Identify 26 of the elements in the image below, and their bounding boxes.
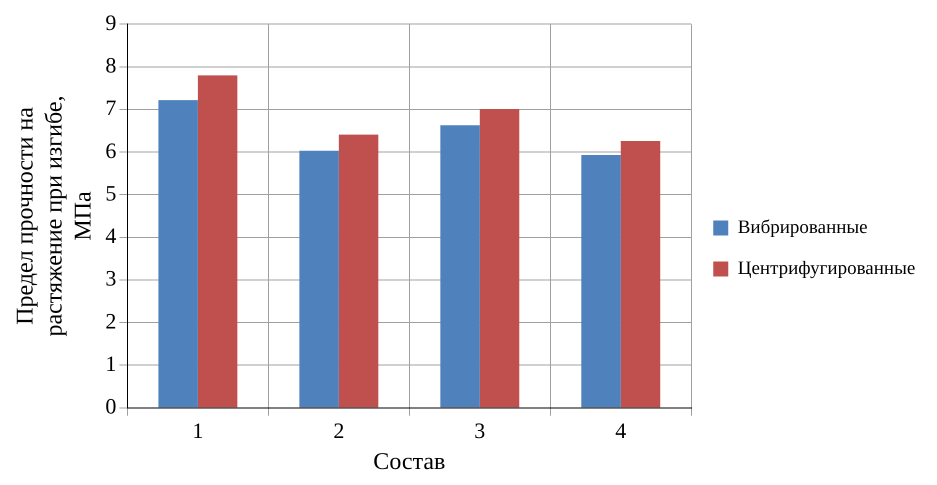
x-tick-label: 3 bbox=[474, 418, 486, 443]
legend-label: Центрифугированные bbox=[738, 258, 916, 279]
bar bbox=[480, 109, 520, 408]
y-tick-label: 3 bbox=[105, 266, 116, 291]
y-tick-label: 7 bbox=[105, 95, 116, 120]
bar bbox=[440, 125, 480, 408]
x-axis-title: Состав bbox=[373, 448, 446, 475]
bar bbox=[620, 140, 660, 408]
y-tick-label: 8 bbox=[105, 52, 116, 78]
y-tick-label: 5 bbox=[105, 180, 116, 206]
x-tick-label: 4 bbox=[615, 418, 626, 443]
y-tick-label: 1 bbox=[105, 350, 116, 376]
y-axis-title: Предел прочности на растяжение при изгибе, МПа bbox=[12, 95, 96, 337]
bar bbox=[158, 100, 198, 408]
bar bbox=[338, 134, 378, 408]
legend-label: Вибрированные bbox=[738, 216, 868, 238]
x-tick-label: 1 bbox=[192, 418, 204, 443]
y-tick-label: 9 bbox=[105, 10, 116, 35]
y-tick-label: 6 bbox=[105, 138, 116, 163]
y-tick-label: 0 bbox=[105, 394, 116, 419]
y-tick-label: 2 bbox=[105, 308, 116, 334]
x-tick-label: 2 bbox=[333, 418, 344, 443]
bar bbox=[299, 150, 339, 408]
y-tick-label: 4 bbox=[105, 223, 116, 248]
bar bbox=[198, 75, 238, 408]
bar bbox=[581, 155, 621, 408]
